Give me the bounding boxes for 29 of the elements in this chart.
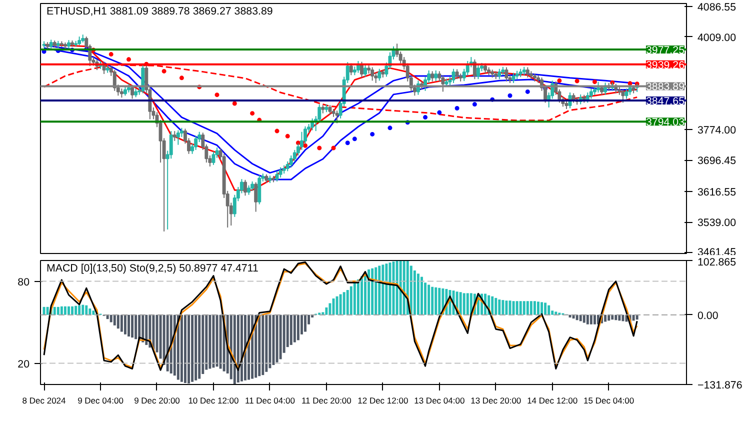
y-tick-label: 3774.00: [698, 124, 736, 136]
y-tick-label: 0.00: [698, 310, 718, 322]
x-tick-label: 13 Dec 04:00: [414, 396, 465, 406]
y-tick-label: 3616.55: [698, 186, 736, 198]
x-tick-label: 12 Dec 12:00: [358, 396, 408, 406]
y2-tick-label: 20: [18, 358, 30, 370]
x-tick-label: 14 Dec 12:00: [527, 396, 578, 406]
ref-line-label: 3883.89: [646, 81, 685, 94]
ref-line-label: 3977.25: [646, 44, 685, 56]
y-tick-label: 4086.55: [698, 1, 736, 14]
y-tick-label: 3696.45: [698, 155, 736, 168]
x-tick-label: 11 Dec 20:00: [301, 396, 352, 406]
y-tick-label: −131.876: [698, 380, 742, 392]
y2-tick-label: 80: [18, 276, 30, 288]
x-tick-label: 9 Dec 20:00: [134, 396, 180, 406]
y-tick-label: 102.865: [698, 256, 736, 268]
x-tick-label: 13 Dec 20:00: [470, 396, 522, 406]
chart-title: MACD [0](13,50) Sto(9,2,5) 50.8977 47.4711: [46, 262, 258, 274]
ref-line-label: 3794.03: [646, 116, 685, 129]
x-tick-label: 9 Dec 04:00: [78, 396, 124, 406]
y-tick-label: 4009.00: [698, 32, 736, 44]
x-tick-label: 15 Dec 04:00: [584, 396, 634, 406]
ref-line-label: 3939.26: [646, 59, 685, 72]
y-tick-label: 3539.00: [698, 217, 736, 230]
ref-line-label: 3847.65: [646, 95, 685, 108]
chart-title: ETHUSD,H1 3881.09 3889.78 3869.27 3883.89: [46, 6, 273, 18]
x-tick-label: 11 Dec 04:00: [244, 396, 296, 406]
x-tick-label: 10 Dec 12:00: [188, 396, 240, 406]
x-tick-label: 8 Dec 2024: [22, 396, 66, 406]
